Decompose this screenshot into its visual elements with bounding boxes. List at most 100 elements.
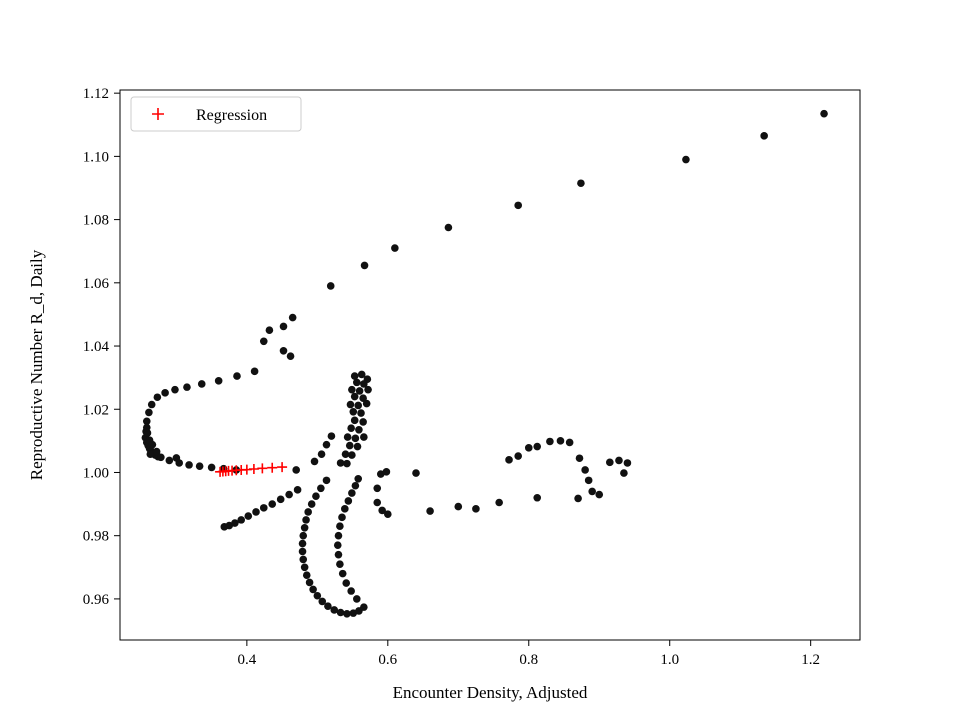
data-point [444, 223, 453, 232]
data-point [514, 201, 522, 210]
data-point [351, 434, 360, 443]
data-point [378, 506, 386, 515]
data-point [310, 457, 319, 466]
data-point [348, 451, 356, 459]
data-point [326, 282, 335, 290]
data-point [524, 444, 533, 452]
data-point [309, 585, 317, 594]
x-tick-label: 0.6 [378, 652, 397, 668]
data-point [324, 602, 332, 610]
data-point [343, 459, 351, 468]
legend: Regression [130, 96, 302, 132]
data-point [259, 504, 268, 512]
data-point [391, 244, 399, 252]
y-tick-label: 1.04 [83, 339, 110, 355]
y-tick-label: 1.12 [83, 86, 109, 102]
data-point [820, 109, 828, 118]
data-point [317, 484, 325, 493]
data-point [214, 377, 223, 385]
axis-ticks: 0.4 0.6 0.8 1.0 1.2 0.96 0.98 1.00 1.02 1.04 1.06 1… [83, 86, 820, 668]
y-tick-label: 0.96 [83, 592, 110, 608]
data-point [595, 490, 604, 499]
data-point [338, 513, 346, 522]
x-tick-label: 1.2 [801, 652, 820, 668]
data-point [336, 459, 345, 467]
y-tick-label: 1.06 [83, 276, 110, 292]
data-point [623, 459, 632, 467]
regression-marker [277, 462, 288, 473]
data-point [322, 476, 331, 485]
x-tick-label: 0.8 [519, 652, 538, 668]
data-point [327, 432, 336, 440]
data-point [412, 469, 420, 477]
data-point [347, 587, 355, 595]
data-point [577, 179, 585, 188]
data-point [350, 392, 359, 401]
data-point [353, 378, 361, 387]
data-point [285, 490, 293, 499]
data-point [312, 492, 320, 500]
data-point [304, 508, 312, 516]
data-point [581, 466, 589, 474]
data-point [333, 541, 342, 549]
y-tick-label: 1.02 [83, 402, 109, 418]
data-point [334, 531, 343, 540]
data-point [268, 500, 277, 508]
plot-area [120, 90, 860, 640]
data-point [330, 606, 339, 614]
data-point [343, 609, 351, 618]
data-point [362, 399, 371, 408]
data-point [142, 417, 151, 426]
data-point [565, 438, 574, 447]
data-point [313, 591, 322, 600]
data-point [505, 456, 513, 464]
data-point [341, 450, 350, 458]
data-point [588, 487, 596, 496]
scatter-points [141, 109, 828, 618]
data-point [293, 486, 302, 494]
data-point [171, 385, 179, 394]
data-point [286, 352, 295, 360]
y-tick-label: 1.10 [83, 149, 109, 165]
legend-plus-icon [152, 108, 164, 120]
data-point [359, 418, 367, 426]
data-point [472, 505, 480, 513]
data-point [142, 423, 151, 432]
data-point [207, 463, 216, 472]
data-point [305, 578, 314, 587]
data-point [259, 337, 268, 346]
data-point [298, 547, 307, 556]
y-tick-label: 1.00 [83, 465, 109, 481]
data-point [364, 385, 372, 394]
data-point [533, 493, 542, 502]
data-point [606, 458, 614, 467]
data-point [355, 387, 364, 395]
data-point [172, 454, 181, 462]
data-point [556, 437, 565, 445]
data-point [354, 401, 363, 410]
data-point [276, 495, 285, 504]
data-point [575, 454, 584, 463]
data-point [355, 425, 363, 434]
regression-marker [267, 462, 278, 473]
data-point [300, 563, 309, 572]
y-tick-label: 0.98 [83, 529, 109, 545]
data-point [382, 468, 391, 476]
data-point [288, 313, 297, 322]
data-point [359, 394, 367, 402]
data-point [197, 380, 206, 388]
data-point [195, 462, 204, 470]
data-point [615, 456, 623, 465]
data-point [353, 595, 361, 603]
data-point [373, 484, 382, 493]
data-point [336, 560, 344, 568]
data-point [348, 489, 356, 497]
data-point [292, 466, 300, 474]
data-point [148, 440, 157, 449]
regression-marker [257, 463, 268, 474]
axes-spines [119, 89, 861, 641]
data-point [342, 579, 351, 587]
data-point [584, 476, 593, 485]
data-point [302, 516, 310, 524]
